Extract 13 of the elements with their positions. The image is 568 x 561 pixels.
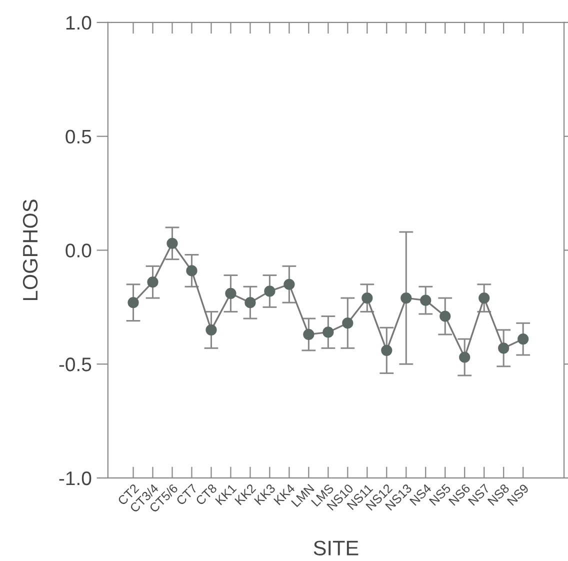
- y-tick-label: 0.0: [66, 244, 92, 258]
- y-tick-label: -0.5: [59, 358, 92, 372]
- y-tick-label: 0.5: [66, 130, 92, 144]
- x-tick-label: CT8: [195, 483, 218, 506]
- y-axis-title: LOGPHOS: [22, 200, 38, 300]
- x-tick-label: NS9: [506, 483, 530, 506]
- x-tick-label: KK3: [254, 483, 276, 506]
- x-tick-label: CT7: [176, 484, 198, 506]
- y-tick-label: 1.0: [66, 16, 92, 30]
- x-axis-title: SITE: [314, 540, 358, 556]
- x-tick-label: KK2: [234, 484, 256, 506]
- y-tick-label: -1.0: [59, 471, 92, 486]
- x-tick-label: KK1: [215, 484, 237, 506]
